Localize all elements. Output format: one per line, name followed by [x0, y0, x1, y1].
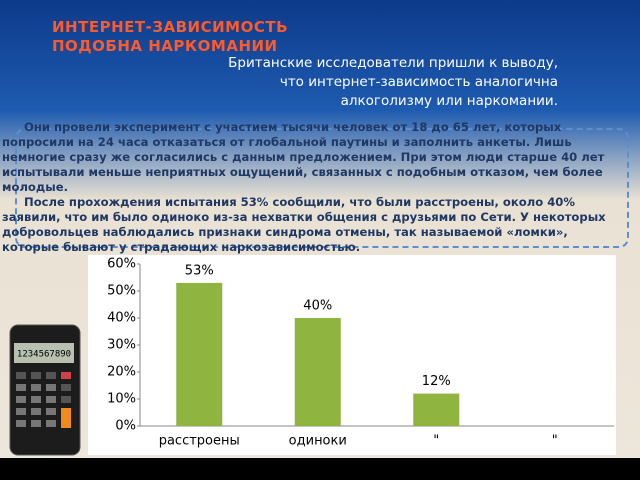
- x-tick-label: ": [552, 434, 558, 449]
- bar: [176, 282, 223, 426]
- y-tick-label: 10%: [107, 392, 136, 407]
- y-tick-label: 50%: [107, 284, 136, 299]
- calculator-display: 1234567890: [17, 350, 71, 360]
- chart-area: [88, 255, 616, 455]
- text-frame: [15, 128, 629, 248]
- bar: [294, 318, 341, 426]
- data-label: 53%: [185, 263, 214, 278]
- bar: [413, 393, 460, 426]
- paragraph: Они провели эксперимент с участием тысяч…: [2, 120, 605, 194]
- x-tick-label: ": [433, 434, 439, 449]
- y-tick-label: 30%: [107, 338, 136, 353]
- slide-title: ИНТЕРНЕТ-ЗАВИСИМОСТЬ ПОДОБНА НАРКОМАНИИ: [52, 18, 289, 55]
- y-tick-label: 60%: [107, 257, 136, 272]
- y-tick-label: 0%: [115, 419, 136, 434]
- y-tick-label: 20%: [107, 365, 136, 380]
- data-label: 12%: [422, 374, 451, 389]
- x-tick-label: одиноки: [289, 434, 347, 449]
- y-tick-label: 40%: [107, 311, 136, 326]
- text-block: Они провели эксперимент с участием тысяч…: [2, 120, 628, 255]
- slide-subtitle: Британские исследователи пришли к выводу…: [228, 55, 558, 109]
- x-tick-label: расстроены: [159, 434, 240, 449]
- data-label: 40%: [303, 299, 332, 314]
- paragraph: После прохождения испытания 53% сообщили…: [2, 195, 606, 254]
- calculator-icon: 1234567890: [9, 324, 81, 456]
